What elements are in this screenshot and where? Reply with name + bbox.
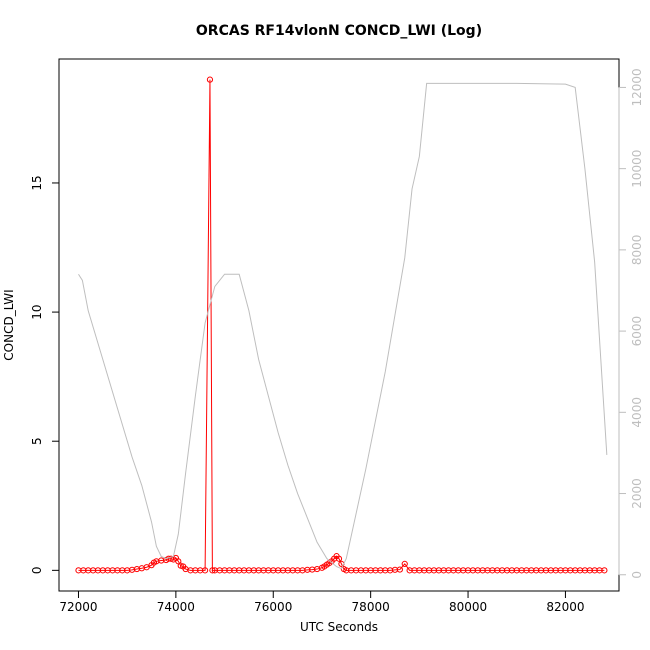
data-point	[201, 567, 209, 574]
x-tick-label: 76000	[254, 600, 292, 614]
y-tick-label: 15	[30, 175, 44, 190]
x-tick-label: 82000	[546, 600, 584, 614]
data-point	[401, 560, 408, 567]
data-point	[206, 76, 214, 83]
series-1-line	[78, 79, 605, 571]
y2-tick-label: 10000	[630, 150, 644, 188]
plot-frame	[58, 58, 620, 592]
y2-tick-label: 2000	[630, 478, 644, 509]
x-axis-label: UTC Seconds	[300, 620, 378, 634]
y-tick-label: 5	[30, 437, 44, 445]
series-2-line	[78, 82, 608, 570]
axis-layer: 72000 74000 76000 78000 80000 82000 0 5 10 15 0 200…	[30, 68, 644, 614]
y2-tick-label: 4000	[630, 397, 644, 428]
series-layer	[75, 76, 608, 574]
x-tick-label: 80000	[449, 600, 487, 614]
y-tick-label: 10	[30, 304, 44, 319]
y2-tick-label: 12000	[630, 68, 644, 106]
chart-title: ORCAS RF14vlonN CONCD_LWI (Log)	[196, 23, 482, 39]
y2-tick-label: 6000	[630, 316, 644, 347]
x-tick-label: 78000	[352, 600, 390, 614]
y-axis-label: CONCD_LWI	[2, 289, 16, 360]
data-point	[335, 555, 343, 562]
y-tick-label: 0	[30, 567, 44, 575]
y2-tick-label: 8000	[630, 235, 644, 266]
data-point	[209, 567, 216, 574]
data-point	[396, 566, 403, 573]
data-point	[601, 567, 608, 574]
x-tick-label: 72000	[59, 600, 97, 614]
y2-tick-label: 0	[630, 571, 644, 579]
x-tick-label: 74000	[157, 600, 195, 614]
